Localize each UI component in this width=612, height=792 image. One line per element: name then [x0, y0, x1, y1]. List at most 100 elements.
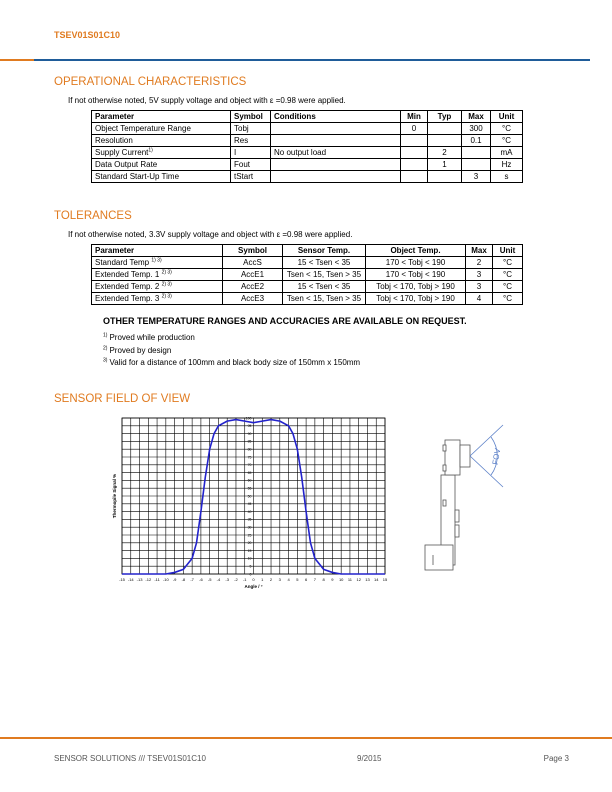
- cell-text: Standard Temp: [95, 258, 152, 267]
- cell: Symbol: [222, 244, 283, 257]
- footnote-text: Proved while production: [109, 333, 195, 342]
- x-tick-label: -11: [154, 577, 160, 582]
- row: Extended Temp. 1 2) 3) AccE1 Tsen < 15, Ts…: [91, 268, 523, 281]
- x-tick-label: 15: [383, 577, 388, 582]
- cell: AccE3: [222, 292, 283, 305]
- x-tick-label: 7: [314, 577, 317, 582]
- footnote: 2) Proved by design: [103, 345, 360, 358]
- cell: Parameter: [91, 244, 223, 257]
- footnote-text: Proved by design: [109, 345, 172, 355]
- heading: OPERATIONAL CHARACTERISTICS: [54, 76, 247, 88]
- x-tick-label: 13: [365, 577, 370, 582]
- cell: Standard Start-Up Time: [91, 170, 231, 183]
- footer-page: Page 3: [543, 754, 569, 763]
- cell: Extended Temp. 1 2) 3): [91, 268, 223, 281]
- cell-text: Extended Temp. 3: [95, 294, 162, 303]
- doc-title: TSEV01S01C10: [54, 30, 121, 40]
- cell: Tobj: [230, 122, 271, 135]
- y-tick-label: 50: [248, 494, 252, 498]
- footnote-mark: 3): [103, 357, 108, 364]
- y-tick-label: 95: [248, 424, 252, 428]
- cell-text: Extended Temp. 2: [95, 282, 162, 291]
- cell: Sensor Temp.: [282, 244, 366, 257]
- x-tick-label: -12: [145, 577, 152, 582]
- cell: 3: [461, 170, 491, 183]
- footnote-mark: 1): [103, 332, 108, 339]
- x-tick-label: 14: [374, 577, 379, 582]
- x-tick-label: -7: [190, 577, 194, 582]
- x-tick-label: 6: [305, 577, 308, 582]
- table: Parameter Symbol Sensor Temp. Object Temp. M…: [91, 244, 523, 305]
- cell: s: [490, 170, 523, 183]
- footer-left: SENSOR SOLUTIONS /// TSEV01S01C10: [54, 754, 206, 763]
- footnote-text: Valid for a distance of 100mm and black …: [109, 358, 361, 367]
- cell: Tobj < 170, Tobj > 190: [365, 292, 466, 305]
- cell: Hz: [490, 158, 523, 171]
- y-axis-label: Thermopile Signal %: [112, 474, 117, 518]
- cell: Object Temperature Range: [91, 122, 231, 135]
- y-tick-label: 35: [248, 518, 252, 522]
- cell: 3: [465, 280, 493, 293]
- cell: [270, 158, 401, 171]
- cell: Extended Temp. 2 2) 3): [91, 280, 223, 293]
- cell: °C: [492, 280, 523, 293]
- row: Data Output Rate Fout 1 Hz: [91, 158, 523, 171]
- cell: Symbol: [230, 110, 271, 123]
- cell: Max: [461, 110, 491, 123]
- cell: [270, 134, 401, 147]
- cell: [270, 170, 401, 183]
- cell: 300: [461, 122, 491, 135]
- cell: 15 < Tsen < 35: [282, 280, 366, 293]
- y-tick-label: 15: [248, 549, 252, 553]
- cell: mA: [490, 146, 523, 159]
- x-tick-label: -3: [225, 577, 229, 582]
- x-tick-label: 8: [323, 577, 326, 582]
- footnote-ref: 1): [148, 147, 153, 154]
- cell: Max: [465, 244, 493, 257]
- cell: Tsen < 15, Tsen > 35: [282, 292, 366, 305]
- x-tick-label: -1: [243, 577, 247, 582]
- fov-label: FOV: [491, 447, 503, 465]
- x-tick-label: 2: [270, 577, 273, 582]
- cell: 1: [427, 158, 462, 171]
- header-row: Parameter Symbol Sensor Temp. Object Temp. M…: [91, 244, 523, 257]
- cell: 170 < Tobj < 190: [365, 268, 466, 281]
- cell: °C: [492, 268, 523, 281]
- cell: °C: [492, 256, 523, 269]
- x-axis-label: Angle / °: [244, 584, 262, 589]
- x-tick-label: -14: [128, 577, 135, 582]
- footnote: 3) Valid for a distance of 100mm and blac…: [103, 357, 360, 370]
- x-tick-label: -13: [137, 577, 144, 582]
- x-tick-label: -8: [182, 577, 186, 582]
- request: OTHER TEMPERATURE RANGES AND ACCURACIES …: [103, 316, 467, 326]
- x-tick-label: -9: [173, 577, 177, 582]
- heading: TOLERANCES: [54, 210, 132, 222]
- footnote-ref: 2) 3): [161, 293, 172, 300]
- cell: Resolution: [91, 134, 231, 147]
- row: Standard Temp 1) 3) AccS 15 < Tsen < 35 170…: [91, 256, 523, 269]
- line: [122, 418, 385, 575]
- footnote-mark: 2): [103, 344, 108, 351]
- cell: [461, 158, 491, 171]
- x-tick-label: -4: [217, 577, 221, 582]
- y-tick-label: 20: [248, 541, 252, 545]
- row: Object Temperature Range Tobj 0 300 °C: [91, 122, 523, 135]
- cell: 0.1: [461, 134, 491, 147]
- cell: 2: [427, 146, 462, 159]
- cell: [427, 122, 462, 135]
- cell: Conditions: [270, 110, 401, 123]
- cell: [400, 170, 428, 183]
- row: Extended Temp. 3 2) 3) AccE3 Tsen < 15, Ts…: [91, 292, 523, 305]
- table: Parameter Symbol Conditions Min Typ Max Unit Ob…: [91, 110, 523, 183]
- cell: [400, 134, 428, 147]
- rule-footer: [0, 737, 612, 739]
- y-tick-label: 85: [248, 440, 252, 444]
- cell: [461, 146, 491, 159]
- cell: Tsen < 15, Tsen > 35: [282, 268, 366, 281]
- cell: [400, 146, 428, 159]
- cell: Object Temp.: [365, 244, 466, 257]
- y-tick-label: 40: [248, 510, 252, 514]
- x-tick-label: -5: [208, 577, 212, 582]
- cell: AccS: [222, 256, 283, 269]
